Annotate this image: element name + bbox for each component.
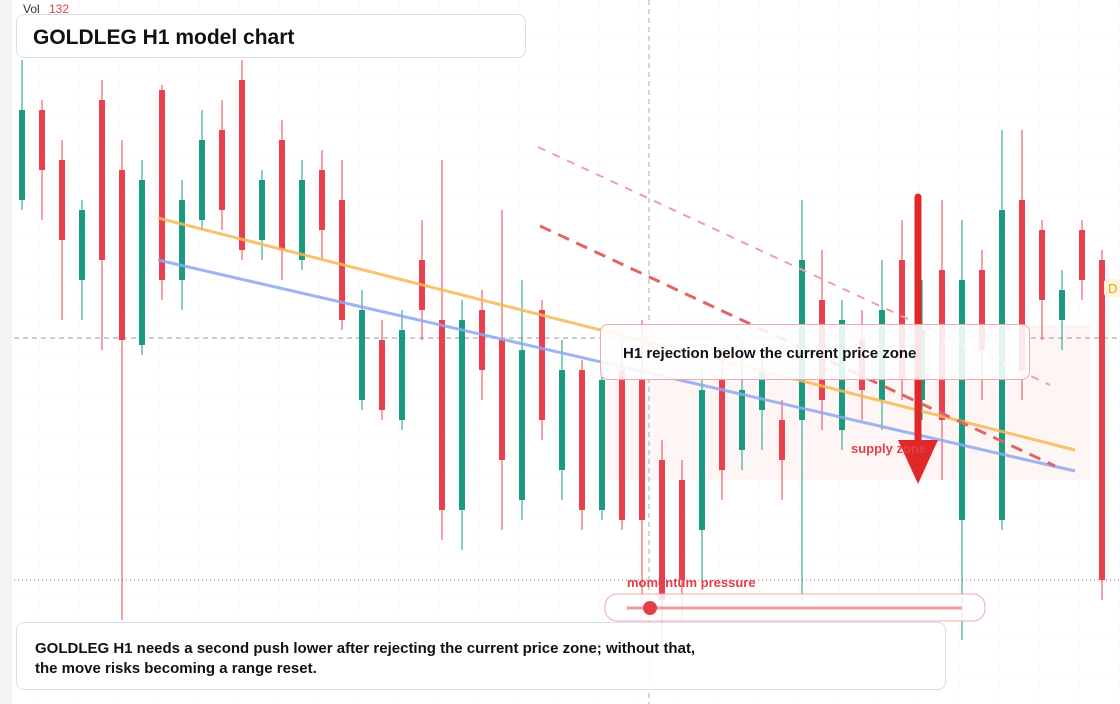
edge-tag (1104, 279, 1120, 297)
indicator-dot (643, 601, 657, 615)
candle-body (239, 80, 245, 250)
volume-value: 132 (49, 2, 69, 16)
left-edge (0, 0, 12, 704)
candle-body (339, 200, 345, 320)
candle-body (1099, 260, 1105, 580)
candle-body (439, 320, 445, 510)
candle-body (679, 480, 685, 580)
candle-body (539, 310, 545, 420)
candle-body (959, 280, 965, 520)
candle-body (559, 370, 565, 470)
annotation: H1 rejection below the current price zon… (623, 345, 917, 362)
candle-body (699, 390, 705, 530)
arrow-head (898, 440, 938, 484)
candle-body (979, 270, 985, 350)
candle-body (139, 180, 145, 345)
candle-body (519, 350, 525, 500)
candle-body (599, 380, 605, 510)
note: GOLDLEG H1 needs a second push lower aft… (35, 640, 696, 677)
candle-body (1039, 230, 1045, 300)
note-box: GOLDLEG H1 needs a second push lower aft… (16, 622, 946, 690)
candle-body (199, 140, 205, 220)
title: GOLDLEG H1 model chart (33, 26, 295, 49)
candle-body (159, 90, 165, 280)
candle-body (899, 260, 905, 380)
candle-body (479, 310, 485, 370)
candle-body (399, 330, 405, 420)
candle-body (1059, 290, 1065, 320)
candle-body (1079, 230, 1085, 280)
candle-body (739, 390, 745, 450)
annotation-box: H1 rejection below the current price zon… (600, 324, 1030, 380)
candle-body (639, 380, 645, 520)
candle-body (259, 180, 265, 240)
candle-body (179, 200, 185, 280)
candle-body (19, 110, 25, 200)
candle-body (499, 340, 505, 460)
volume-label: Vol (23, 2, 40, 16)
candle-body (579, 370, 585, 510)
zone-label: supply zone (851, 441, 926, 456)
candle-body (619, 370, 625, 520)
candle-body (719, 380, 725, 470)
candle-body (119, 170, 125, 340)
edge-label: D (1108, 281, 1117, 296)
candle-body (219, 130, 225, 210)
candle-body (759, 370, 765, 410)
candle-body (299, 180, 305, 260)
candle-body (99, 100, 105, 260)
candle-body (39, 110, 45, 170)
candle-body (359, 310, 365, 400)
candle-body (459, 320, 465, 510)
candle-body (659, 460, 665, 600)
candle-body (1019, 200, 1025, 370)
candle-body (319, 170, 325, 230)
indicator-label: momentum pressure (627, 575, 756, 590)
candle-body (279, 140, 285, 250)
candle-body (379, 340, 385, 410)
candle-body (779, 420, 785, 460)
candle-body (59, 160, 65, 240)
candle-body (79, 210, 85, 280)
title-box: GOLDLEG H1 model chart (16, 14, 526, 58)
